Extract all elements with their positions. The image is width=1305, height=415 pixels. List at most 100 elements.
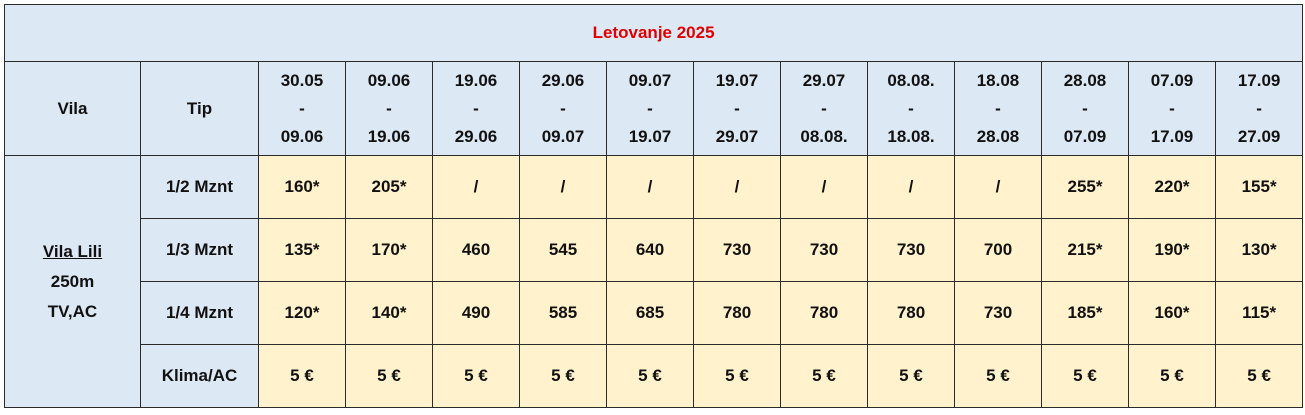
- period-to: 18.08.: [887, 126, 935, 146]
- period-to: 19.06: [367, 126, 411, 146]
- period-from: 28.08: [1063, 70, 1107, 90]
- vila-name: Vila Lili: [42, 241, 103, 261]
- period-from: 29.06: [541, 70, 585, 90]
- price-cell: 215*: [1041, 218, 1129, 282]
- data-row: Vila Lili 250m TV,AC 1/2 Mznt 160* 205* / / / / / /…: [4, 155, 1304, 408]
- period-header: 17.09 - 27.09: [1214, 61, 1304, 156]
- price-cell: 730: [867, 218, 955, 282]
- period-sep: -: [995, 98, 1001, 118]
- period-sep: -: [299, 98, 305, 118]
- price-cell: 730: [693, 218, 781, 282]
- price-cell: 190*: [1128, 218, 1216, 282]
- price-cell: 5 €: [1128, 344, 1216, 408]
- price-cell: 5 €: [432, 344, 520, 408]
- room-type: 1/4 Mznt: [140, 281, 259, 345]
- period-from: 09.06: [367, 70, 411, 90]
- price-cell: 460: [432, 218, 520, 282]
- room-type: 1/3 Mznt: [140, 218, 259, 282]
- price-cell: /: [432, 155, 520, 219]
- price-cell: 5 €: [606, 344, 694, 408]
- price-cell: 5 €: [345, 344, 433, 408]
- period-from: 09.07: [628, 70, 672, 90]
- period-to: 27.09: [1237, 126, 1281, 146]
- price-cell: 255*: [1041, 155, 1129, 219]
- period-from: 18.08: [976, 70, 1020, 90]
- period-sep: -: [734, 98, 740, 118]
- price-cell: 120*: [258, 281, 346, 345]
- price-cell: /: [606, 155, 694, 219]
- room-type: Klima/AC: [140, 344, 259, 408]
- period-sep: -: [1082, 98, 1088, 118]
- period-to: 17.09: [1150, 126, 1194, 146]
- period-to: 09.07: [541, 126, 585, 146]
- period-header: 30.05 - 09.06: [258, 61, 346, 156]
- period-to: 29.07: [715, 126, 759, 146]
- period-sep: -: [386, 98, 392, 118]
- table-title: Letovanje 2025: [3, 4, 1304, 62]
- price-cell: 780: [693, 281, 781, 345]
- price-cell: 185*: [1041, 281, 1129, 345]
- price-cell: 5 €: [867, 344, 955, 408]
- period-header: 28.08 - 07.09: [1041, 61, 1129, 156]
- vila-distance: 250m: [50, 271, 95, 291]
- period-from: 07.09: [1150, 70, 1194, 90]
- period-to: 07.09: [1063, 126, 1107, 146]
- price-cell: 205*: [345, 155, 433, 219]
- price-cell: /: [693, 155, 781, 219]
- period-header: 18.08 - 28.08: [954, 61, 1042, 156]
- period-to: 19.07: [628, 126, 672, 146]
- price-cell: 5 €: [1214, 344, 1304, 408]
- price-cell: 5 €: [1041, 344, 1129, 408]
- period-to: 08.08.: [800, 126, 848, 146]
- price-cell: 140*: [345, 281, 433, 345]
- price-cell: 545: [519, 218, 607, 282]
- data-row: 1/3 Mznt 135* 170* 460 545 640 730 730 730 700 215…: [5, 218, 1304, 282]
- price-cell: 5 €: [780, 344, 868, 408]
- period-from: 19.06: [454, 70, 498, 90]
- period-header: 29.06 - 09.07: [519, 61, 607, 156]
- period-header: 08.08. - 18.08.: [867, 61, 955, 156]
- price-cell: /: [954, 155, 1042, 219]
- price-cell: 220*: [1128, 155, 1216, 219]
- price-cell: 5 €: [519, 344, 607, 408]
- period-sep: -: [908, 98, 914, 118]
- data-row: Klima/AC 5 €5 €5 €5 €5 €5 €5 €5 €5 €5 €5 …: [5, 344, 1304, 408]
- price-cell: 640: [606, 218, 694, 282]
- price-cell: 730: [780, 218, 868, 282]
- header-vila: Vila: [4, 61, 141, 156]
- price-cell: 700: [954, 218, 1042, 282]
- price-cell: 135*: [258, 218, 346, 282]
- title-row: Letovanje 2025: [3, 4, 1304, 62]
- room-type: 1/2 Mznt: [140, 155, 259, 219]
- period-from: 29.07: [802, 70, 846, 90]
- period-header: 07.09 - 17.09: [1128, 61, 1216, 156]
- price-cell: 170*: [345, 218, 433, 282]
- period-sep: -: [647, 98, 653, 118]
- period-sep: -: [1256, 98, 1262, 118]
- price-cell: /: [519, 155, 607, 219]
- period-header: 19.07 - 29.07: [693, 61, 781, 156]
- price-cell: 5 €: [954, 344, 1042, 408]
- price-cell: 160*: [258, 155, 346, 219]
- price-cell: 160*: [1128, 281, 1216, 345]
- price-cell: 115*: [1214, 281, 1304, 345]
- period-sep: -: [473, 98, 479, 118]
- price-cell: 155*: [1214, 155, 1304, 219]
- period-from: 30.05: [280, 70, 324, 90]
- price-cell: 585: [519, 281, 607, 345]
- vila-cell: Vila Lili 250m TV,AC: [4, 155, 141, 408]
- period-sep: -: [821, 98, 827, 118]
- price-cell: 130*: [1214, 218, 1304, 282]
- period-from: 17.09: [1237, 70, 1281, 90]
- period-from: 19.07: [715, 70, 759, 90]
- period-to: 29.06: [454, 126, 498, 146]
- period-header: 09.06 - 19.06: [345, 61, 433, 156]
- data-row: 1/4 Mznt 120* 140* 490 585 685 780 780 780 730 185…: [5, 281, 1304, 345]
- period-from: 08.08.: [887, 70, 935, 90]
- price-cell: 490: [432, 281, 520, 345]
- price-cell: 730: [954, 281, 1042, 345]
- price-cell: 685: [606, 281, 694, 345]
- price-cell: /: [867, 155, 955, 219]
- period-header: 29.07 - 08.08.: [780, 61, 868, 156]
